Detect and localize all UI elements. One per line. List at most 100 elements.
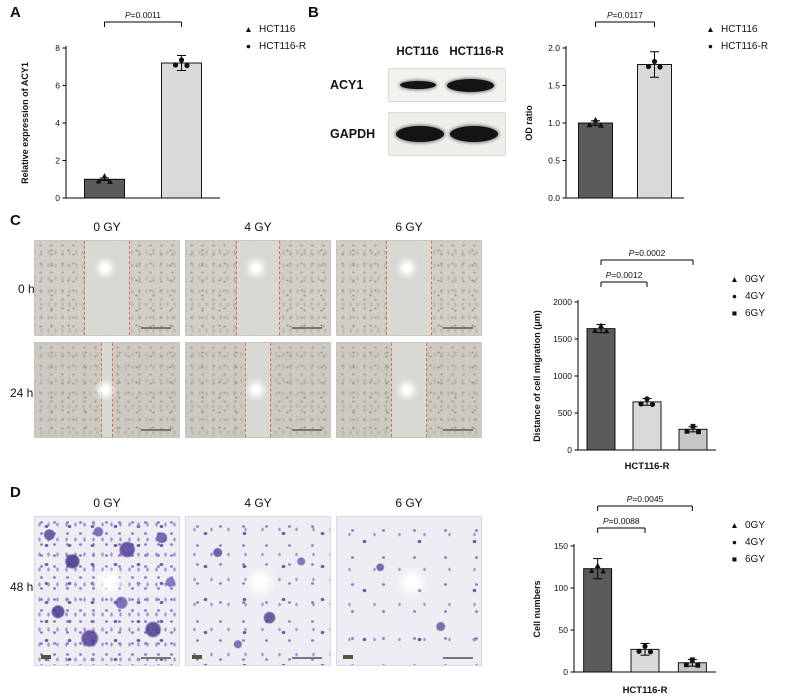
corner-mark (41, 655, 51, 659)
wound-image-0h-6gy (336, 240, 482, 336)
p-value-label: P=0.0045 (627, 494, 664, 504)
wound-image-0h-4gy (185, 240, 331, 336)
panel-c-label: C (10, 212, 21, 229)
square-marker-icon (696, 429, 701, 435)
legend-label: 0GY (745, 520, 766, 531)
y-axis-label: Relative expression of ACY1 (20, 62, 30, 184)
bar-HCT116 (84, 178, 125, 199)
triangle-marker-icon: ▲ (730, 274, 739, 285)
triangle-marker-icon (600, 568, 607, 574)
y-tick-label: 100 (554, 583, 568, 593)
wound-image-24h-4gy (185, 342, 331, 438)
bar-0GY (586, 328, 616, 451)
triangle-marker-icon (598, 122, 604, 128)
gapdh-blot-image (388, 112, 506, 156)
circle-marker-icon (645, 63, 652, 70)
legend-label: HCT116 (721, 24, 758, 35)
triangle-marker-icon (592, 327, 598, 333)
blot-row-acy1: ACY1 (330, 68, 520, 102)
western-blot-block: HCT116 HCT116-R ACY1 GAPDH (330, 46, 520, 166)
legend-item: ▲ HCT116 (242, 24, 306, 35)
row-label-0h: 0 h (18, 282, 35, 296)
transwell-image-0gy (34, 516, 180, 666)
scale-bar (141, 327, 171, 329)
x-axis-label: HCT116-R (625, 461, 670, 472)
legend-label: 0GY (745, 274, 766, 285)
column-header-4gy: 4 GY (244, 496, 272, 510)
triangle-marker-icon (592, 116, 599, 123)
circle-marker-icon (184, 62, 190, 69)
bright-spot (406, 576, 419, 589)
y-tick-label: 2 (55, 156, 60, 166)
legend-item: ▲ 0GY (728, 274, 765, 285)
y-tick-label: 500 (558, 408, 572, 418)
panel-d-bar-chart: 0 50 100 150 Cell numbers HCT116-R P=0.0088 P=0… (528, 490, 730, 700)
panel-b-legend: ▲ HCT116 ● HCT116-R (704, 24, 768, 58)
legend-item: ● HCT116-R (242, 41, 306, 52)
square-marker-icon (684, 428, 690, 434)
triangle-marker-icon (101, 173, 108, 179)
scale-bar (292, 429, 322, 431)
panel-c-legend: ▲ 0GY ● 4GY ■ 6GY (728, 274, 765, 325)
x-axis-label: HCT116-R (623, 685, 668, 696)
corner-mark (192, 655, 202, 659)
y-axis-label: Distance of cell migration (μm) (532, 310, 542, 442)
scale-bar (443, 657, 473, 659)
triangle-marker-icon (603, 328, 610, 334)
column-header-0gy: 0 GY (93, 496, 121, 510)
circle-marker-icon (636, 648, 642, 654)
circle-marker-icon (172, 62, 179, 68)
scale-bar (141, 429, 171, 431)
square-marker-icon: ■ (731, 554, 738, 565)
y-tick-label: 0 (567, 445, 572, 455)
circle-marker-icon (638, 401, 644, 407)
bar-chart-svg-D: 0 50 100 150 Cell numbers HCT116-R P=0.0088 P=0… (532, 494, 716, 696)
panel-d-image-grid: 0 GY 4 GY 6 GY (34, 496, 482, 666)
triangle-marker-icon (586, 121, 593, 128)
bar-HCT116-R (161, 62, 202, 199)
circle-marker-icon (178, 57, 185, 63)
panel-b-bar-chart: 0.0 0.5 1.0 1.5 2.0 OD ratio P=0.0117 (520, 6, 702, 212)
bar-chart-svg-A: 0 2 4 6 8 Relative expression of ACY1 P=0.0011 (20, 10, 220, 203)
wound-image-0h-0gy (34, 240, 180, 336)
circle-marker-icon: ● (707, 41, 714, 52)
acy1-blot-image (388, 68, 506, 102)
p-value-label: P=0.0002 (629, 248, 666, 258)
y-tick-label: 1000 (553, 371, 572, 381)
row-label-24h: 24 h (10, 386, 34, 400)
legend-item: ▲ 0GY (728, 520, 765, 531)
y-tick-label: 1.0 (548, 118, 560, 128)
y-tick-label: 2.0 (548, 43, 560, 53)
y-tick-label: 0 (563, 667, 568, 677)
p-value-label: P=0.0011 (125, 10, 161, 20)
y-axis-label: OD ratio (524, 105, 534, 141)
bright-spot (252, 263, 261, 272)
bright-spot (403, 386, 412, 395)
column-header-6gy: 6 GY (395, 220, 423, 234)
triangle-marker-icon (594, 562, 601, 568)
triangle-marker-icon (598, 322, 604, 328)
bar-chart-svg-C: 0 500 1000 1500 2000 Distance of cell migrati… (532, 248, 716, 472)
legend-label: HCT116-R (721, 41, 769, 52)
legend-item: ■ 6GY (728, 554, 765, 565)
square-marker-icon (695, 662, 701, 668)
transwell-image-6gy (336, 516, 482, 666)
circle-marker-icon (644, 396, 650, 402)
column-header-4gy: 4 GY (244, 220, 272, 234)
column-header-6gy: 6 GY (395, 496, 423, 510)
scale-bar (443, 429, 473, 431)
wound-image-24h-6gy (336, 342, 482, 438)
triangle-marker-icon (95, 178, 102, 184)
blot-col-label-hct116: HCT116 (396, 46, 439, 58)
acy1-band-hct116r (447, 78, 494, 92)
bright-spot (252, 386, 261, 395)
square-marker-icon (683, 662, 689, 668)
panel-d-label: D (10, 484, 21, 501)
panel-a-bar-chart: 0 2 4 6 8 Relative expression of ACY1 P=0.0011 (16, 6, 238, 212)
stained-cell-clusters (337, 517, 481, 665)
legend-label: 4GY (745, 537, 766, 548)
legend-label: HCT116 (259, 24, 296, 35)
legend-label: 4GY (745, 291, 766, 302)
triangle-marker-icon (107, 178, 113, 185)
scale-bar (141, 657, 171, 659)
